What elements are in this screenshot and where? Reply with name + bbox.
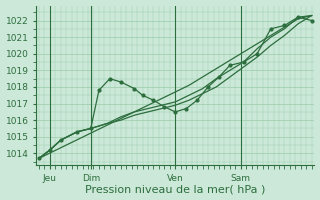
- X-axis label: Pression niveau de la mer( hPa ): Pression niveau de la mer( hPa ): [85, 184, 266, 194]
